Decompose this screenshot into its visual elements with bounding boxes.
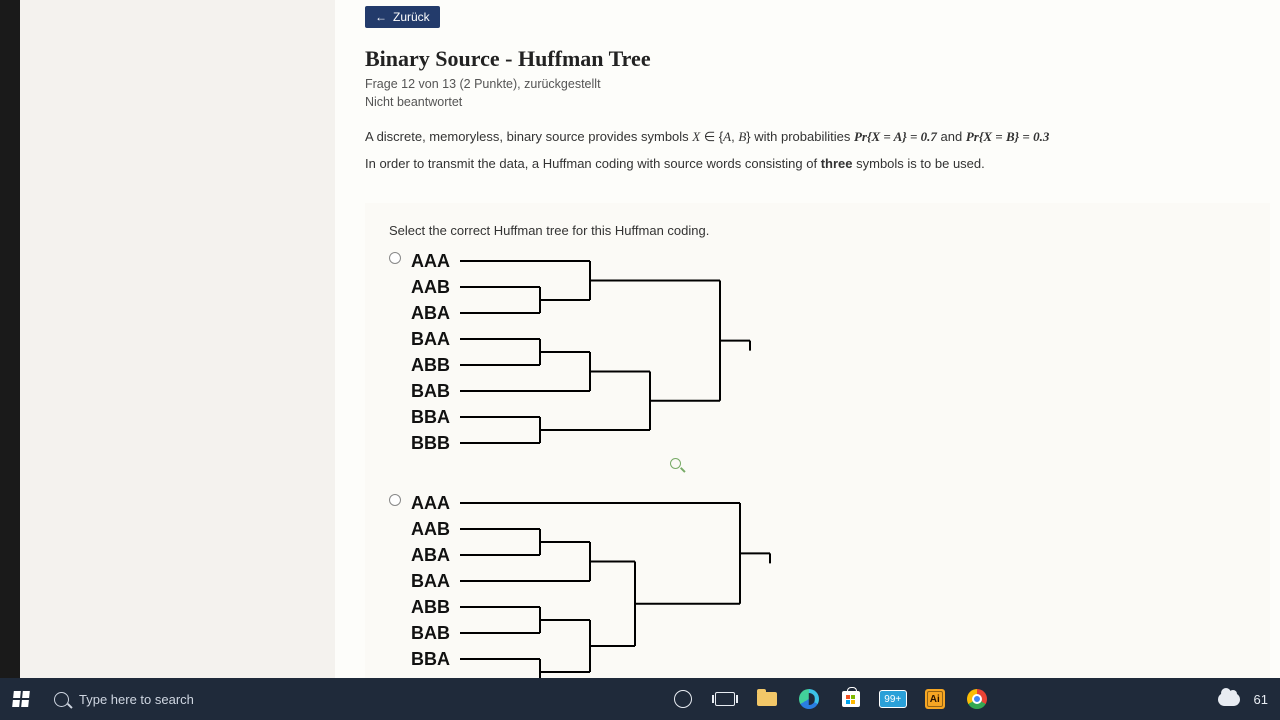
tree2-leaf-labels: AAAAABABABAAABBBABBBARRR [411,490,450,678]
arrow-left-icon: ← [375,10,387,24]
back-button[interactable]: ← Zurück [365,6,440,28]
problem-statement-2: In order to transmit the data, a Huffman… [365,154,1185,175]
app-badge-button[interactable]: 99+ [879,685,907,713]
ms-store-button[interactable] [837,685,865,713]
huffman-tree-1 [460,248,780,460]
huffman-tree-2 [460,490,780,678]
magnifier-cursor-icon [670,458,688,476]
edge-button[interactable] [795,685,823,713]
taskbar-search[interactable]: Type here to search [42,678,442,720]
question-meta-line1: Frage 12 von 13 (2 Punkte), zurückgestel… [365,76,1270,94]
task-view-button[interactable] [711,685,739,713]
store-icon [842,691,860,707]
answer-option-2[interactable]: AAAAABABABAAABBBABBBARRR [389,490,1246,678]
weather-icon[interactable] [1218,693,1240,706]
cortana-button[interactable] [669,685,697,713]
question-panel: Select the correct Huffman tree for this… [365,203,1270,678]
tree1-leaf-labels: AAAAABABABAAABBBABBBABBB [411,248,450,456]
tray-number: 61 [1254,692,1268,707]
answer-option-1[interactable]: AAAAABABABAAABBBABBBABBB [389,248,1246,460]
badge-icon: 99+ [879,690,907,708]
file-explorer-button[interactable] [753,685,781,713]
back-button-label: Zurück [393,10,430,24]
search-placeholder: Type here to search [79,692,194,707]
edge-icon [799,689,819,709]
taskbar: Type here to search 99+ Ai 61 [0,678,1280,720]
folder-icon [757,692,777,706]
start-button[interactable] [0,678,42,720]
task-view-icon [715,692,735,706]
question-meta-line2: Nicht beantwortet [365,94,1270,112]
chrome-button[interactable] [963,685,991,713]
page-title: Binary Source - Huffman Tree [365,46,1270,72]
ai-icon: Ai [925,689,945,709]
radio-icon[interactable] [389,252,401,264]
windows-logo-icon [12,691,30,707]
cortana-icon [674,690,692,708]
chrome-icon [967,689,987,709]
search-icon [54,692,69,707]
question-prompt: Select the correct Huffman tree for this… [389,223,1246,238]
illustrator-button[interactable]: Ai [921,685,949,713]
radio-icon[interactable] [389,494,401,506]
problem-statement-1: A discrete, memoryless, binary source pr… [365,127,1185,148]
